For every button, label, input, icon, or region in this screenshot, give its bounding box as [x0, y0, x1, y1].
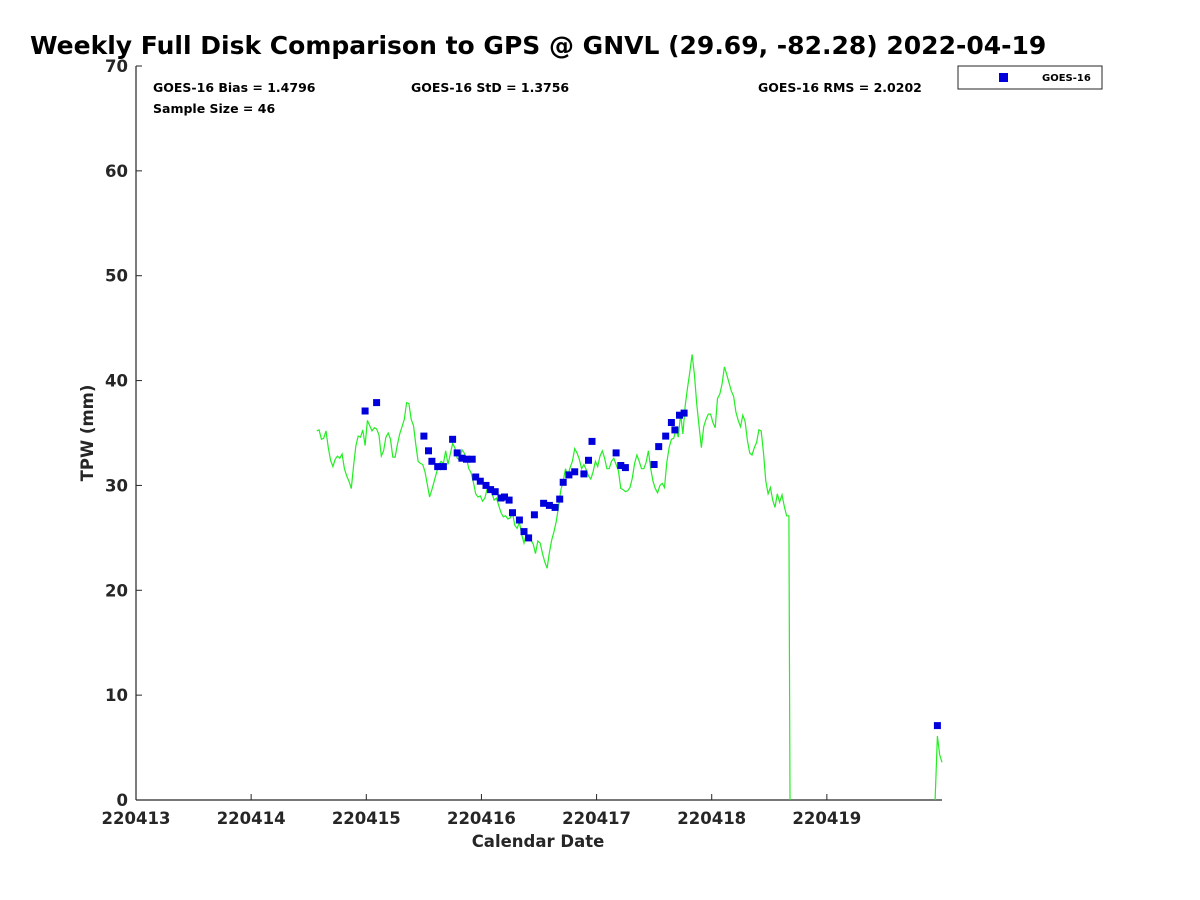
gps-line-segment [934, 735, 943, 801]
bias-stat: GOES-16 Bias = 1.4796 [153, 80, 316, 95]
goes16-point [559, 478, 567, 486]
y-tick-label: 40 [105, 372, 128, 391]
goes16-point [520, 528, 528, 536]
legend: GOES-16 [957, 65, 1103, 90]
goes16-point [476, 477, 484, 485]
x-tick-label: 220417 [562, 809, 631, 828]
y-tick-label: 10 [105, 686, 128, 705]
y-tick-label: 50 [105, 267, 128, 286]
goes16-point [612, 449, 620, 457]
y-tick-label: 30 [105, 476, 128, 495]
goes16-point [556, 495, 564, 503]
goes16-point [580, 470, 588, 478]
chart-title: Weekly Full Disk Comparison to GPS @ GNV… [30, 31, 1046, 60]
goes16-point [453, 449, 461, 457]
goes16-point [650, 461, 658, 468]
goes16-point [565, 471, 573, 479]
goes16-point [525, 534, 533, 542]
goes16-point [468, 455, 476, 463]
goes16-point [530, 511, 538, 519]
goes16-point [420, 432, 428, 440]
goes16-point [933, 722, 941, 730]
legend-box [957, 65, 1103, 90]
goes16-point [545, 501, 553, 509]
plot-area: 0 10 20 30 40 50 60 70 220413 220414 220415 220416… [102, 57, 943, 828]
goes16-point [487, 486, 495, 494]
x-tick-label: 220419 [792, 809, 861, 828]
goes16-point [509, 509, 516, 517]
x-tick-label: 220416 [447, 809, 516, 828]
goes16-point [671, 426, 679, 434]
x-ticks: 220413 220414 220415 220416 220417 220418 2204… [102, 794, 861, 828]
goes16-point [588, 437, 596, 445]
goes16-point [361, 407, 369, 415]
y-tick-label: 20 [105, 581, 128, 600]
y-tick-label: 0 [117, 791, 128, 810]
x-tick-label: 220415 [332, 809, 401, 828]
y-tick-label: 70 [105, 57, 128, 76]
goes16-point [551, 503, 559, 511]
goes16-point [434, 463, 442, 471]
goes16-point [621, 464, 629, 472]
x-tick-label: 220413 [102, 809, 171, 828]
x-tick-label: 220414 [217, 809, 286, 828]
y-ticks: 0 10 20 30 40 50 60 70 [105, 57, 142, 810]
y-tick-label: 60 [105, 162, 128, 181]
goes16-point [501, 493, 508, 501]
x-tick-label: 220418 [677, 809, 746, 828]
legend-label: GOES-16 [1042, 73, 1091, 84]
goes16-point [617, 462, 625, 469]
gps-series [316, 354, 943, 801]
goes16-point [482, 481, 490, 489]
goes16-point [585, 456, 592, 464]
goes16-point [540, 499, 548, 507]
goes16-point [449, 435, 457, 443]
goes16-point [515, 516, 523, 524]
goes16-point [463, 455, 470, 463]
rms-stat: GOES-16 RMS = 2.0202 [758, 80, 922, 95]
sample-size-stat: Sample Size = 46 [153, 101, 275, 116]
legend-marker [999, 73, 1008, 82]
goes16-point [676, 411, 683, 419]
goes16-point [667, 419, 675, 426]
goes16-series [361, 399, 941, 730]
goes16-point [505, 496, 513, 504]
goes16-point [662, 432, 670, 440]
goes16-point [680, 409, 688, 417]
gps-line-segment [316, 354, 791, 801]
x-axis-label: Calendar Date [472, 832, 605, 851]
goes16-point [439, 463, 447, 471]
goes16-point [373, 399, 381, 407]
goes16-point [458, 454, 466, 462]
std-stat: GOES-16 StD = 1.3756 [411, 80, 569, 95]
y-axis-label: TPW (mm) [78, 385, 97, 482]
goes16-point [655, 443, 663, 451]
goes16-point [425, 447, 432, 455]
goes16-point [571, 468, 579, 476]
goes16-point [472, 473, 480, 481]
goes16-point [491, 488, 499, 496]
goes16-point [428, 457, 436, 465]
